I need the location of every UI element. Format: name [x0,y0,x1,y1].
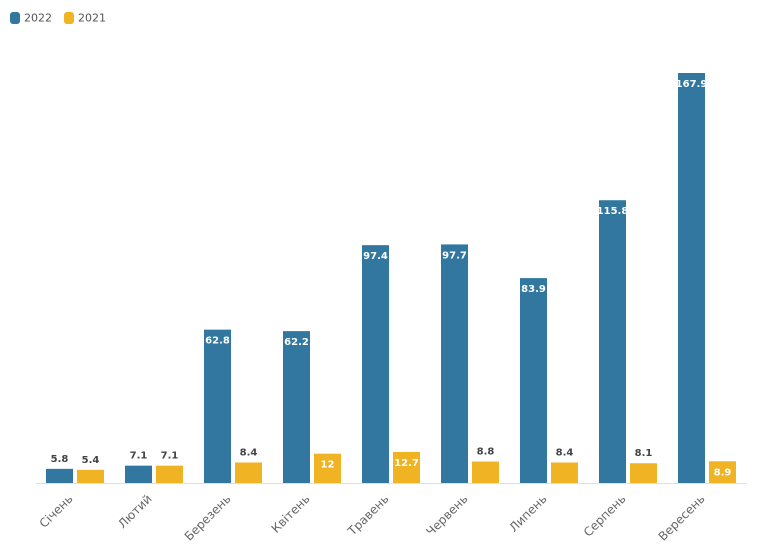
bar [630,463,657,483]
bar [46,468,73,483]
data-label: 97.4 [363,251,388,262]
bar [204,329,231,483]
x-tick-label: Червень [423,492,470,539]
bar [599,200,626,483]
x-tick-label: Серпень [581,492,629,540]
bar [283,331,310,483]
data-label: 8.9 [714,467,732,478]
data-label: 12.7 [394,458,419,469]
bar [709,461,736,483]
data-label: 62.8 [205,336,230,347]
bar [362,245,389,483]
legend-swatch [64,12,74,24]
data-label: 167.9 [676,79,708,90]
x-tick-label: Лютий [115,492,154,531]
x-tick-label: Липень [506,492,549,535]
data-label: 8.4 [240,447,258,458]
bar [520,278,547,483]
bar [441,244,468,483]
data-label: 115.8 [597,206,629,217]
x-tick-label: Березень [182,492,234,544]
legend-swatch [10,12,20,24]
bar [678,73,705,483]
legend-label: 2022 [24,12,52,25]
data-label: 7.1 [161,451,179,462]
data-label: 62.2 [284,337,309,348]
x-tick-label: Травень [344,492,391,539]
legend-label: 2021 [78,12,106,25]
x-tick-label: Квітень [269,492,313,536]
data-label: 97.7 [442,250,467,261]
bar [472,461,499,483]
bar [314,453,341,483]
bar [156,465,183,483]
data-label: 12 [321,460,335,471]
data-label: 5.8 [51,454,69,465]
data-label: 8.1 [635,448,653,459]
data-label: 7.1 [130,451,148,462]
bar [393,451,420,483]
data-label: 8.4 [556,447,574,458]
bar [125,465,152,483]
bar [235,462,262,483]
bar [551,462,578,483]
data-label: 8.8 [477,447,495,458]
data-label: 83.9 [521,284,546,295]
x-tick-label: Вересень [656,492,708,544]
data-label: 5.4 [82,455,100,466]
x-tick-label: Січень [37,492,76,531]
bar [77,469,104,483]
